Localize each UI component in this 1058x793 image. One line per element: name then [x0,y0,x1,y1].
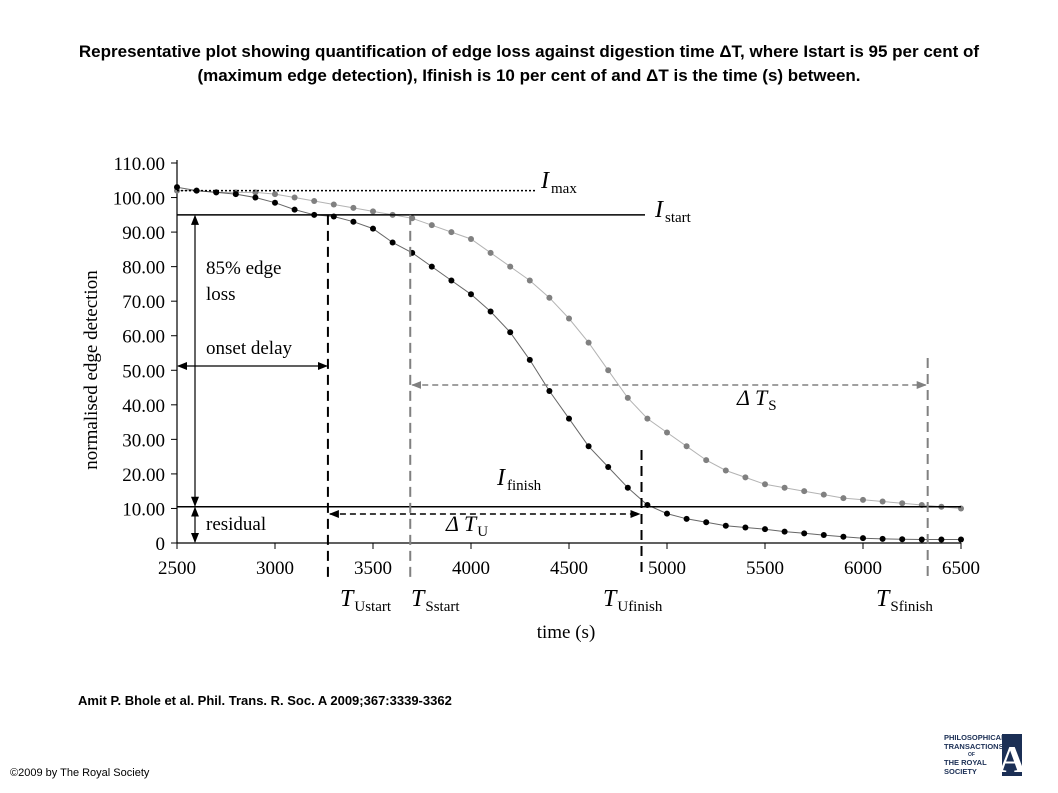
logo-line4: THE ROYAL [944,758,987,767]
y-tick-label: 60.00 [122,327,165,348]
y-tick-label: 90.00 [122,223,165,244]
x-tick-label: 6500 [942,558,980,579]
copyright: ©2009 by The Royal Society [10,767,150,779]
delta-ts-label: Δ TS [736,385,777,414]
series-gray-points [174,187,964,512]
x-tick-label: 2500 [158,558,196,579]
residual-label: residual [206,514,266,535]
delta-tu-label: Δ TU [445,511,488,540]
royal-society-logo: PHILOSOPHICAL TRANSACTIONS OF THE ROYAL … [944,733,1024,778]
x-tick-label: 3500 [354,558,392,579]
tustart-label: TUstart [340,586,392,615]
x-tick-label: 6000 [844,558,882,579]
x-axis-label: time (s) [537,622,596,643]
series-black-points [174,184,964,543]
x-tick-label: 5500 [746,558,784,579]
x-tick-label: 3000 [256,558,294,579]
y-tick-label: 20.00 [122,465,165,486]
logo-line3: OF [968,752,975,758]
y-tick-label: 40.00 [122,396,165,417]
x-axis-ticks: 2500 3000 3500 4000 4500 5000 5500 6000 6500 [158,543,980,579]
y-axis-ticks: 0 10.00 20.00 30.00 40.00 50.00 60.00 70.00 80.0… [113,154,177,555]
y-tick-label: 50.00 [122,361,165,382]
y-tick-label: 30.00 [122,430,165,451]
edge-loss-chart: 0 10.00 20.00 30.00 40.00 50.00 60.00 70.00 80.0… [81,154,980,643]
y-axis-label: normalised edge detection [81,270,102,470]
logo-line1: PHILOSOPHICAL [944,733,1006,742]
y-tick-label: 10.00 [122,499,165,520]
tsstart-label: TSstart [411,586,460,615]
x-tick-label: 5000 [648,558,686,579]
data-trend-black [176,186,961,540]
citation: Amit P. Bhole et al. Phil. Trans. R. Soc… [78,693,452,708]
x-tick-label: 4000 [452,558,490,579]
y-tick-label: 110.00 [113,154,165,175]
logo-letter: A [998,739,1024,778]
y-tick-label: 100.00 [113,189,165,210]
logo-line2: TRANSACTIONS [944,742,1004,751]
data-trend-gray [177,190,962,509]
y-tick-label: 0 [156,534,166,555]
y-tick-label: 80.00 [122,258,165,279]
tufinish-label: TUfinish [603,586,663,615]
slide-title: Representative plot showing quantificati… [78,42,980,85]
y-tick-label: 70.00 [122,292,165,313]
x-tick-label: 4500 [550,558,588,579]
tsfinish-label: TSfinish [876,586,933,615]
data-point-black [174,184,180,191]
onset-delay-label: onset delay [206,338,293,359]
edge-loss-label-line1: 85% edge [206,258,281,279]
edge-loss-label-line2: loss [206,284,236,305]
logo-line5: SOCIETY [944,767,977,776]
